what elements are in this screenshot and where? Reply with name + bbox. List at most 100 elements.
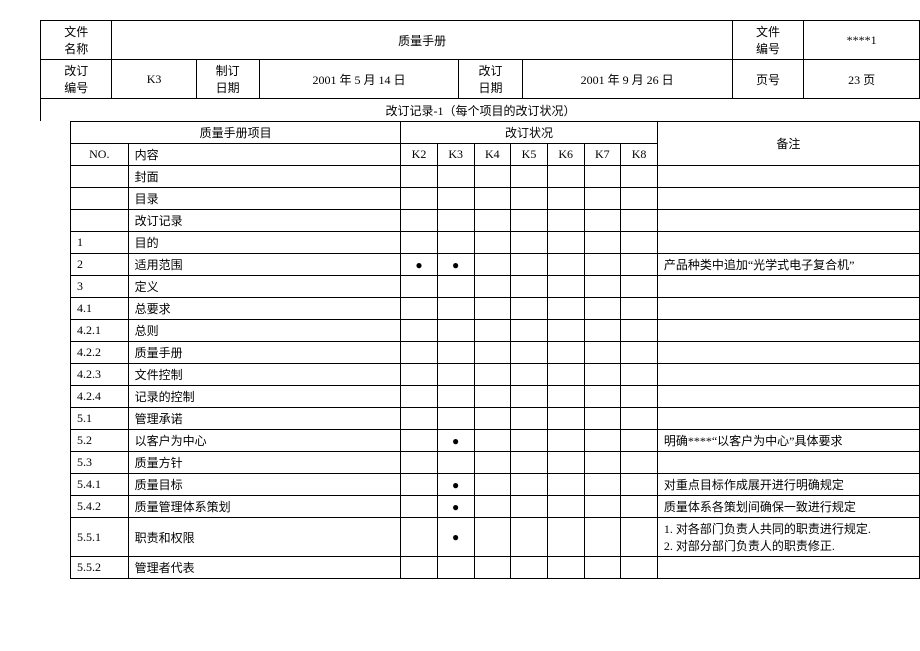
cell-k3: ● bbox=[437, 518, 474, 557]
cell-k8 bbox=[621, 188, 658, 210]
cell-k5 bbox=[511, 557, 548, 579]
cell-k8 bbox=[621, 166, 658, 188]
cell-content: 质量管理体系策划 bbox=[128, 496, 401, 518]
cell-k7 bbox=[584, 386, 621, 408]
cell-k6 bbox=[547, 210, 584, 232]
table-row: 3定义 bbox=[71, 276, 920, 298]
cell-no: 5.4.2 bbox=[71, 496, 129, 518]
rev-no-value: K3 bbox=[112, 60, 196, 99]
cell-k4 bbox=[474, 430, 511, 452]
table-row: 4.2.4记录的控制 bbox=[71, 386, 920, 408]
col-k7: K7 bbox=[584, 144, 621, 166]
col-k8: K8 bbox=[621, 144, 658, 166]
cell-k8 bbox=[621, 254, 658, 276]
cell-k5 bbox=[511, 386, 548, 408]
cell-k5 bbox=[511, 408, 548, 430]
cell-k5 bbox=[511, 320, 548, 342]
cell-content: 管理者代表 bbox=[128, 557, 401, 579]
cell-k2 bbox=[401, 364, 438, 386]
cell-k7 bbox=[584, 254, 621, 276]
cell-k7 bbox=[584, 452, 621, 474]
cell-remark bbox=[657, 210, 919, 232]
cell-k7 bbox=[584, 496, 621, 518]
create-date-label: 制订 日期 bbox=[196, 60, 259, 99]
cell-k4 bbox=[474, 166, 511, 188]
cell-k5 bbox=[511, 232, 548, 254]
cell-k8 bbox=[621, 557, 658, 579]
cell-content: 总则 bbox=[128, 320, 401, 342]
cell-k2 bbox=[401, 518, 438, 557]
col-k6: K6 bbox=[547, 144, 584, 166]
cell-k4 bbox=[474, 496, 511, 518]
table-row: 5.5.2管理者代表 bbox=[71, 557, 920, 579]
cell-k6 bbox=[547, 408, 584, 430]
cell-k7 bbox=[584, 210, 621, 232]
col-group-status: 改订状况 bbox=[401, 122, 658, 144]
cell-k8 bbox=[621, 496, 658, 518]
cell-k5 bbox=[511, 298, 548, 320]
cell-remark: 质量体系各策划间确保一致进行规定 bbox=[657, 496, 919, 518]
cell-k5 bbox=[511, 276, 548, 298]
cell-content: 质量目标 bbox=[128, 474, 401, 496]
cell-no: 5.5.2 bbox=[71, 557, 129, 579]
cell-k3 bbox=[437, 342, 474, 364]
table-row: 5.1管理承诺 bbox=[71, 408, 920, 430]
cell-no bbox=[71, 188, 129, 210]
cell-k5 bbox=[511, 474, 548, 496]
subtitle: 改订记录-1（每个项目的改订状况） bbox=[41, 99, 920, 121]
cell-content: 改订记录 bbox=[128, 210, 401, 232]
cell-k2 bbox=[401, 166, 438, 188]
cell-no: 3 bbox=[71, 276, 129, 298]
cell-k6 bbox=[547, 298, 584, 320]
table-row: 封面 bbox=[71, 166, 920, 188]
revision-body: 封面目录改订记录1目的2适用范围●●产品种类中追加“光学式电子复合机”3定义4.… bbox=[71, 166, 920, 579]
cell-no: 4.2.3 bbox=[71, 364, 129, 386]
file-no-label: 文件 编号 bbox=[732, 21, 803, 60]
col-group-project: 质量手册项目 bbox=[71, 122, 401, 144]
cell-k7 bbox=[584, 320, 621, 342]
cell-k4 bbox=[474, 557, 511, 579]
cell-no: 4.2.1 bbox=[71, 320, 129, 342]
cell-k4 bbox=[474, 364, 511, 386]
cell-k2 bbox=[401, 232, 438, 254]
rev-date-value: 2001 年 9 月 26 日 bbox=[522, 60, 732, 99]
table-row: 1目的 bbox=[71, 232, 920, 254]
cell-k7 bbox=[584, 557, 621, 579]
file-name-value: 质量手册 bbox=[112, 21, 732, 60]
cell-remark bbox=[657, 166, 919, 188]
cell-remark bbox=[657, 364, 919, 386]
cell-remark bbox=[657, 298, 919, 320]
cell-k5 bbox=[511, 166, 548, 188]
cell-k6 bbox=[547, 232, 584, 254]
cell-k3: ● bbox=[437, 254, 474, 276]
cell-content: 封面 bbox=[128, 166, 401, 188]
cell-k3 bbox=[437, 210, 474, 232]
cell-no: 5.2 bbox=[71, 430, 129, 452]
cell-remark bbox=[657, 342, 919, 364]
cell-k6 bbox=[547, 276, 584, 298]
table-row: 5.3质量方针 bbox=[71, 452, 920, 474]
cell-no bbox=[71, 210, 129, 232]
cell-no: 5.3 bbox=[71, 452, 129, 474]
cell-k2: ● bbox=[401, 254, 438, 276]
cell-k7 bbox=[584, 430, 621, 452]
cell-k7 bbox=[584, 408, 621, 430]
cell-k5 bbox=[511, 518, 548, 557]
revision-table: 质量手册项目 改订状况 备注 NO. 内容 K2 K3 K4 K5 K6 K7 … bbox=[70, 121, 920, 579]
cell-k4 bbox=[474, 474, 511, 496]
cell-k3 bbox=[437, 320, 474, 342]
cell-k7 bbox=[584, 474, 621, 496]
cell-content: 目录 bbox=[128, 188, 401, 210]
cell-k2 bbox=[401, 557, 438, 579]
cell-remark: 1. 对各部门负责人共同的职责进行规定. 2. 对部分部门负责人的职责修正. bbox=[657, 518, 919, 557]
cell-k3 bbox=[437, 276, 474, 298]
cell-remark bbox=[657, 408, 919, 430]
page-value: 23 页 bbox=[804, 60, 920, 99]
table-row: 4.2.1总则 bbox=[71, 320, 920, 342]
cell-k8 bbox=[621, 342, 658, 364]
cell-k7 bbox=[584, 364, 621, 386]
cell-content: 文件控制 bbox=[128, 364, 401, 386]
cell-k6 bbox=[547, 557, 584, 579]
cell-k2 bbox=[401, 408, 438, 430]
cell-content: 职责和权限 bbox=[128, 518, 401, 557]
